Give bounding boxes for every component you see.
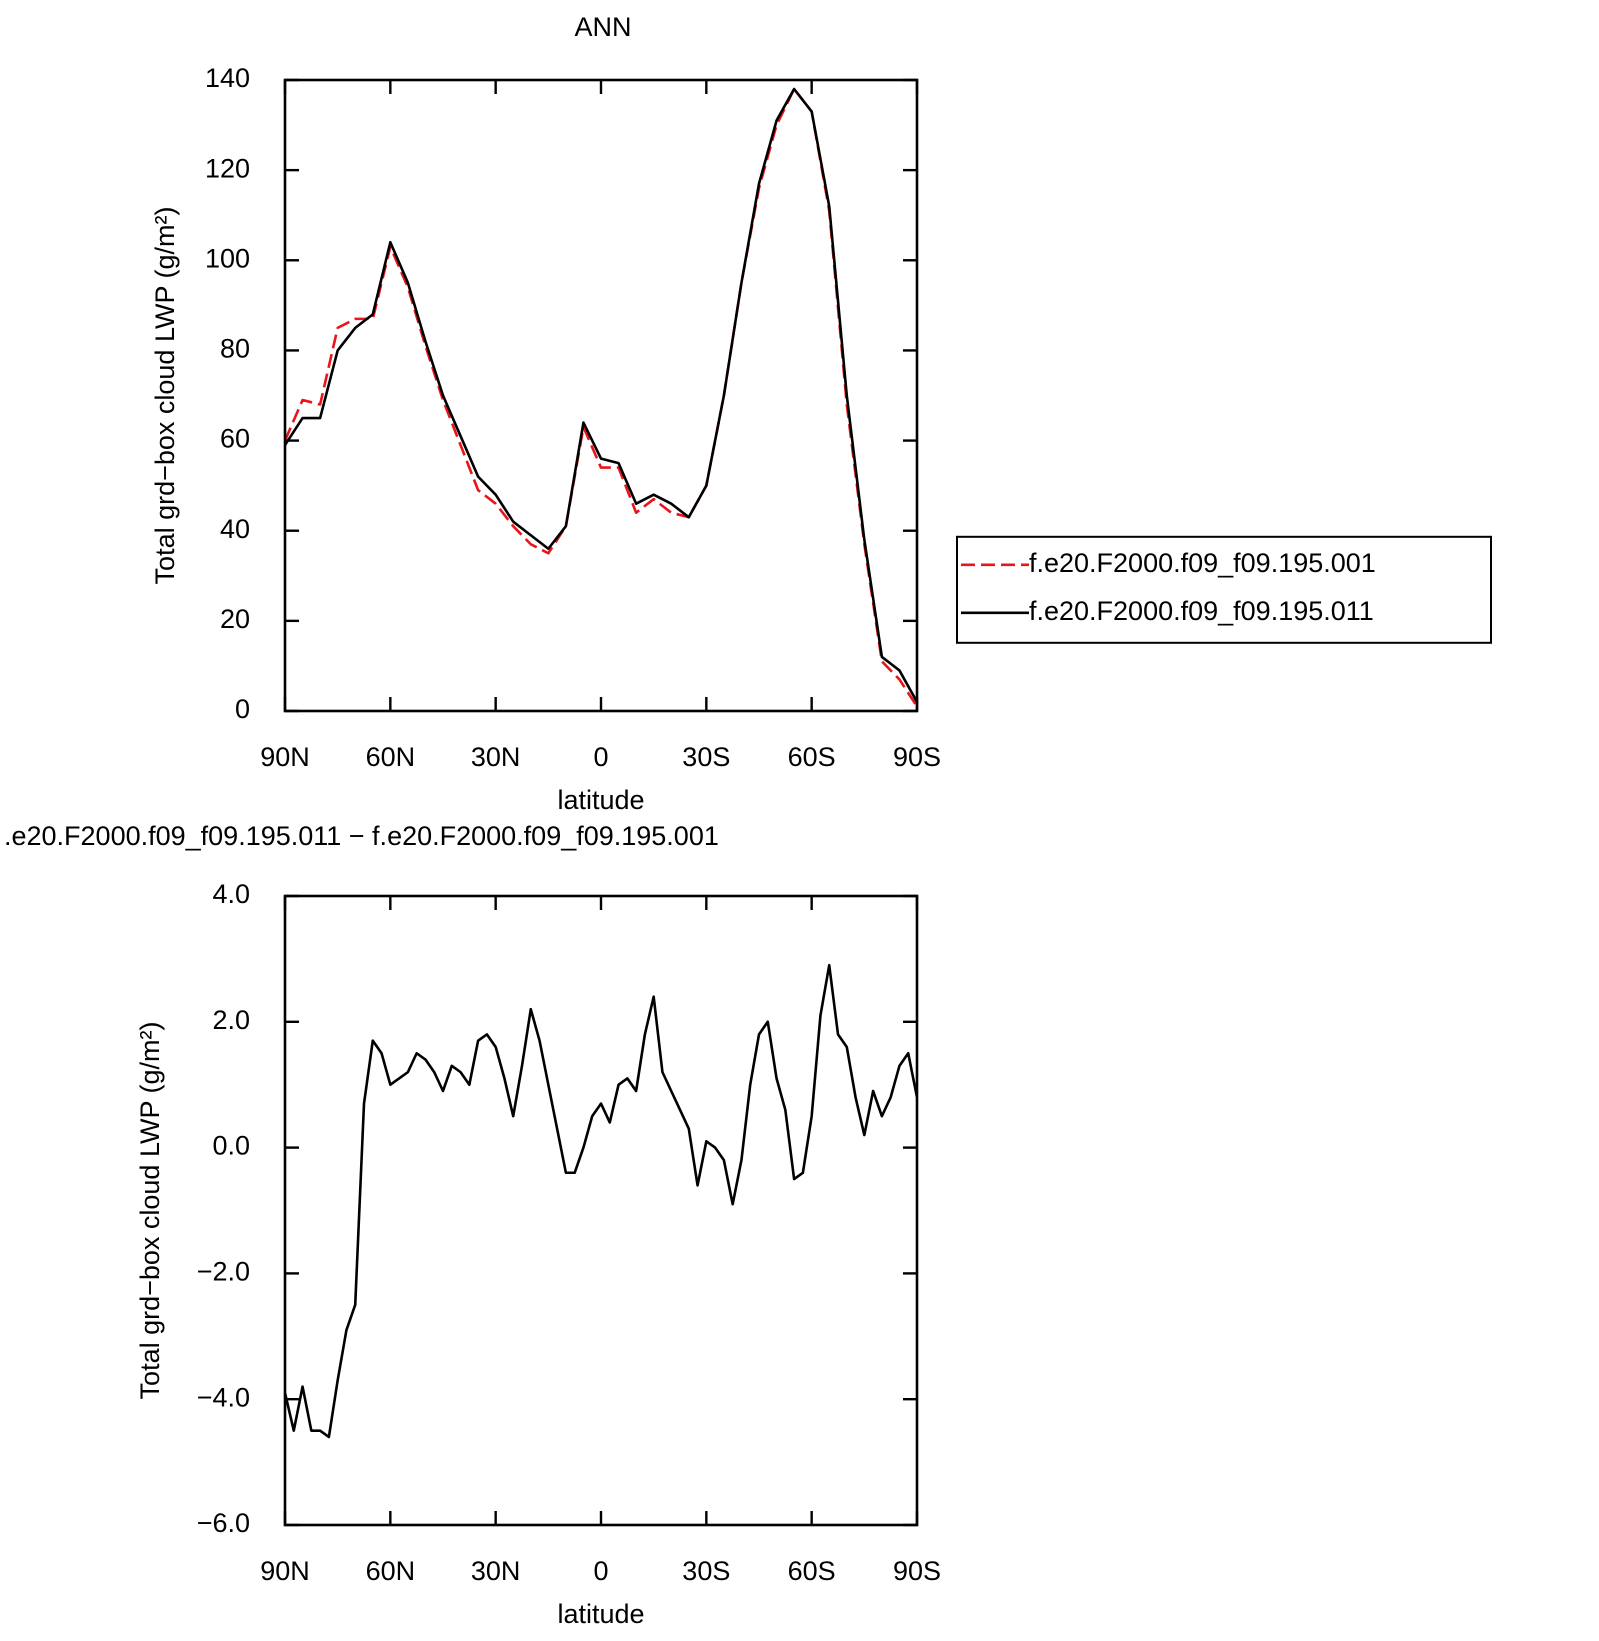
y-tick-label: 140 bbox=[205, 63, 250, 93]
x-tick-label: 0 bbox=[593, 1556, 608, 1586]
y-axis-label: Total grd−box cloud LWP (g/m²) bbox=[135, 1022, 165, 1400]
x-tick-label: 90S bbox=[893, 742, 941, 772]
x-tick-label: 60N bbox=[366, 1556, 416, 1586]
x-axis-label: latitude bbox=[557, 785, 644, 815]
x-tick-label: 30S bbox=[682, 1556, 730, 1586]
chart-title: .e20.F2000.f09_f09.195.011 − f.e20.F2000… bbox=[4, 821, 719, 851]
chart-title: ANN bbox=[574, 12, 631, 42]
y-tick-label: 2.0 bbox=[212, 1005, 250, 1035]
x-tick-label: 90N bbox=[260, 742, 310, 772]
y-tick-label: 4.0 bbox=[212, 879, 250, 909]
y-tick-label: 80 bbox=[220, 334, 250, 364]
x-tick-label: 90N bbox=[260, 1556, 310, 1586]
x-tick-label: 30N bbox=[471, 1556, 521, 1586]
y-tick-label: 20 bbox=[220, 604, 250, 634]
y-tick-label: 0 bbox=[235, 694, 250, 724]
y-tick-label: 60 bbox=[220, 424, 250, 454]
x-tick-label: 60N bbox=[366, 742, 416, 772]
data-line bbox=[283, 963, 919, 1439]
data-line bbox=[283, 87, 919, 708]
y-tick-label: 40 bbox=[220, 514, 250, 544]
x-tick-label: 30S bbox=[682, 742, 730, 772]
y-tick-label: −4.0 bbox=[197, 1382, 250, 1412]
y-axis-label: Total grd−box cloud LWP (g/m²) bbox=[150, 207, 180, 585]
x-tick-label: 0 bbox=[593, 742, 608, 772]
y-tick-label: −2.0 bbox=[197, 1257, 250, 1287]
x-tick-label: 90S bbox=[893, 1556, 941, 1586]
y-tick-label: 120 bbox=[205, 153, 250, 183]
legend-label: f.e20.F2000.f09_f09.195.001 bbox=[1029, 548, 1376, 578]
x-tick-label: 30N bbox=[471, 742, 521, 772]
data-line bbox=[283, 87, 919, 703]
plot-frame bbox=[283, 894, 919, 1527]
x-tick-label: 60S bbox=[788, 742, 836, 772]
x-axis-label: latitude bbox=[557, 1599, 644, 1629]
plot-frame bbox=[283, 78, 919, 713]
y-tick-label: 100 bbox=[205, 243, 250, 273]
x-tick-label: 60S bbox=[788, 1556, 836, 1586]
y-tick-label: 0.0 bbox=[212, 1131, 250, 1161]
y-tick-label: −6.0 bbox=[197, 1508, 250, 1538]
legend-label: f.e20.F2000.f09_f09.195.011 bbox=[1029, 596, 1374, 626]
legend-box bbox=[956, 535, 1492, 644]
